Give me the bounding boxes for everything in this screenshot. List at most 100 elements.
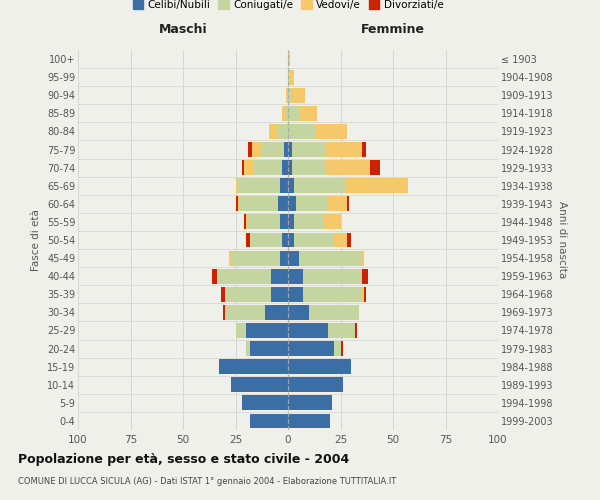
Bar <box>288 88 292 102</box>
Bar <box>212 269 217 283</box>
Bar <box>288 52 290 66</box>
Bar <box>361 287 364 302</box>
Bar <box>225 305 265 320</box>
Legend: Celibi/Nubili, Coniugati/e, Vedovi/e, Divorziati/e: Celibi/Nubili, Coniugati/e, Vedovi/e, Di… <box>128 0 448 14</box>
Bar <box>341 341 343 356</box>
Bar <box>277 124 288 139</box>
Y-axis label: Fasce di età: Fasce di età <box>31 209 41 271</box>
Bar <box>288 414 330 428</box>
Bar <box>250 414 288 428</box>
Bar <box>265 305 288 320</box>
Text: COMUNE DI LUCCA SICULA (AG) - Dati ISTAT 1° gennaio 2004 - Elaborazione TUTTITAL: COMUNE DI LUCCA SICULA (AG) - Dati ISTAT… <box>18 478 396 486</box>
Bar <box>271 287 288 302</box>
Bar <box>277 196 288 211</box>
Bar <box>225 287 271 302</box>
Bar <box>250 232 282 248</box>
Bar <box>288 214 295 230</box>
Bar <box>288 178 295 193</box>
Bar <box>288 142 292 157</box>
Bar <box>246 232 250 248</box>
Bar <box>242 160 244 175</box>
Bar <box>309 305 359 320</box>
Bar <box>288 250 299 266</box>
Bar <box>364 287 366 302</box>
Bar <box>244 160 254 175</box>
Bar <box>229 250 232 266</box>
Bar <box>242 396 288 410</box>
Bar <box>235 196 238 211</box>
Bar <box>288 341 334 356</box>
Bar <box>334 232 347 248</box>
Bar <box>326 142 361 157</box>
Text: Femmine: Femmine <box>361 22 425 36</box>
Bar <box>288 232 295 248</box>
Bar <box>288 287 303 302</box>
Bar <box>288 70 290 84</box>
Bar <box>232 250 280 266</box>
Bar <box>288 378 343 392</box>
Bar <box>288 269 303 283</box>
Bar <box>370 160 380 175</box>
Bar <box>280 178 288 193</box>
Bar <box>246 323 288 338</box>
Bar <box>328 196 347 211</box>
Bar <box>248 142 252 157</box>
Bar <box>252 142 260 157</box>
Bar <box>282 160 288 175</box>
Bar <box>223 305 225 320</box>
Bar <box>292 88 305 102</box>
Bar <box>246 214 248 230</box>
Bar <box>288 160 292 175</box>
Bar <box>271 269 288 283</box>
Bar <box>324 214 341 230</box>
Bar <box>280 250 288 266</box>
Bar <box>361 142 366 157</box>
Bar <box>221 287 225 302</box>
Bar <box>254 160 282 175</box>
Bar <box>232 378 288 392</box>
Bar <box>288 396 332 410</box>
Bar <box>361 250 364 266</box>
Bar <box>288 305 309 320</box>
Bar <box>345 178 408 193</box>
Bar <box>282 232 288 248</box>
Bar <box>286 106 288 121</box>
Bar <box>288 106 299 121</box>
Bar <box>292 142 326 157</box>
Bar <box>334 341 341 356</box>
Bar <box>235 323 246 338</box>
Bar <box>326 160 370 175</box>
Bar <box>235 178 238 193</box>
Bar <box>316 124 347 139</box>
Bar <box>250 341 288 356</box>
Bar <box>288 323 328 338</box>
Bar <box>217 269 271 283</box>
Bar <box>355 323 358 338</box>
Bar <box>244 214 246 230</box>
Bar <box>296 196 328 211</box>
Y-axis label: Anni di nascita: Anni di nascita <box>557 202 568 278</box>
Bar <box>303 269 361 283</box>
Bar <box>295 214 324 230</box>
Bar <box>361 269 368 283</box>
Bar <box>290 70 295 84</box>
Bar <box>260 142 284 157</box>
Bar <box>269 124 277 139</box>
Bar <box>240 196 277 211</box>
Bar <box>286 88 288 102</box>
Bar <box>238 196 240 211</box>
Bar <box>248 214 280 230</box>
Bar <box>282 106 286 121</box>
Bar <box>303 287 361 302</box>
Bar <box>238 178 280 193</box>
Bar <box>288 124 316 139</box>
Bar <box>299 106 317 121</box>
Bar <box>347 232 351 248</box>
Bar <box>292 160 326 175</box>
Bar <box>288 196 296 211</box>
Text: Maschi: Maschi <box>158 22 208 36</box>
Bar <box>246 341 250 356</box>
Bar <box>328 323 355 338</box>
Text: Popolazione per età, sesso e stato civile - 2004: Popolazione per età, sesso e stato civil… <box>18 452 349 466</box>
Bar <box>295 178 345 193</box>
